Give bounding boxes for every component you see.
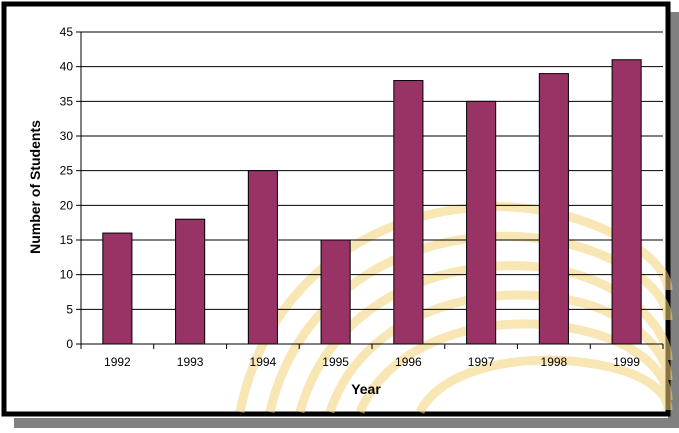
bar: [538, 73, 569, 345]
frame-shadow-bottom: [14, 418, 679, 428]
bar: [611, 59, 642, 345]
bar: [320, 239, 351, 345]
y-tick-label: 25: [60, 164, 74, 178]
y-tick-label: 45: [60, 25, 74, 39]
x-axis-title: Year: [351, 381, 381, 397]
y-tick-label: 30: [60, 129, 74, 143]
y-tick-label: 15: [60, 233, 74, 247]
plot-area: 0 5 10 15 20 25 30 35 40 45 1992 1993 1994 1995 1996 19…: [60, 25, 664, 369]
x-tick-label: 1993: [177, 355, 204, 369]
bar: [102, 232, 133, 345]
y-tick-label: 35: [60, 94, 74, 108]
frame-shadow-right: [668, 12, 679, 428]
x-tick-label: 1992: [104, 355, 131, 369]
x-tick-label: 1995: [322, 355, 349, 369]
bar: [175, 218, 206, 345]
y-tick-label: 5: [66, 302, 73, 316]
y-tick-label: 10: [60, 268, 74, 282]
y-axis-title: Number of Students: [27, 120, 43, 254]
x-tick-label: 1994: [250, 355, 277, 369]
bar: [466, 100, 497, 345]
y-tick-label: 20: [60, 198, 74, 212]
x-tick-label: 1997: [468, 355, 495, 369]
y-tick-label: 0: [66, 337, 73, 351]
x-tick-label: 1999: [613, 355, 640, 369]
x-tick-label: 1998: [541, 355, 568, 369]
bar: [393, 80, 424, 345]
y-tick-label: 40: [60, 60, 74, 74]
x-tick-label: 1996: [395, 355, 422, 369]
bar: [247, 170, 278, 345]
